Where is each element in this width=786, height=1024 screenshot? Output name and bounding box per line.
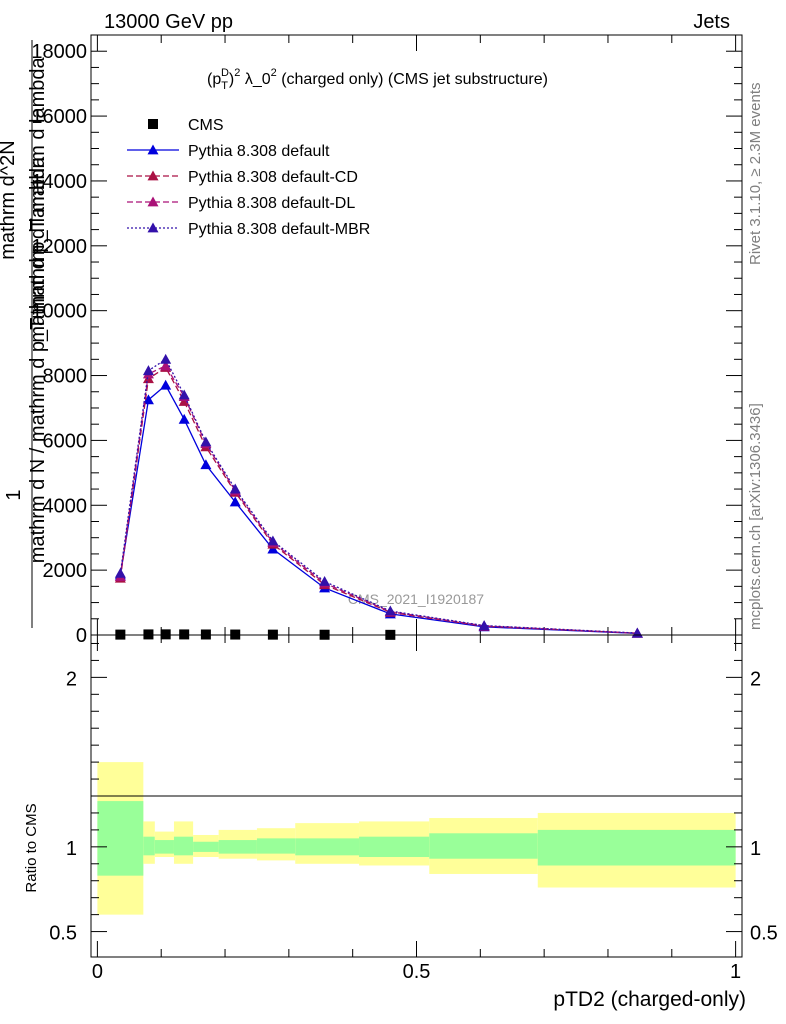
series-point — [229, 496, 241, 507]
ratio-inner-band — [97, 801, 144, 876]
series-point — [160, 360, 172, 371]
cms-data-point — [160, 629, 171, 640]
ratio-inner-band — [537, 829, 736, 866]
series-point — [267, 535, 279, 546]
series-point — [114, 567, 126, 578]
title-part-t-sub: T — [221, 80, 228, 92]
ratio-y-tick-label-right: 1 — [750, 838, 761, 860]
ratio-inner-band — [193, 841, 219, 852]
legend-item-0: CMS — [148, 117, 224, 134]
y-tick-label: 6000 — [43, 430, 88, 452]
ratio-y-tick-label: 1 — [66, 838, 77, 860]
ratio-tick-labels: 0.5 0.5 1 1 2 2 0 0.5 1 — [49, 668, 778, 983]
title-part-sup2b: 2 — [271, 67, 277, 79]
title-part-lambda: λ_0 — [240, 71, 270, 88]
rivet-version-label: Rivet 3.1.10, ≥ 2.3M events — [747, 83, 764, 266]
y-tick-label: 0 — [76, 625, 87, 647]
y-tick-label: 16000 — [31, 106, 87, 128]
legend-label: Pythia 8.308 default-CD — [188, 169, 358, 186]
series-point — [160, 379, 172, 390]
ratio-inner-band — [143, 836, 155, 856]
y-tick-label: 12000 — [31, 236, 87, 258]
y-label-one: 1 — [3, 489, 25, 500]
cms-data-point — [143, 629, 154, 640]
y-tick-label: 2000 — [43, 560, 88, 582]
y-label-denominator-2: mathrm d p_T mathrm d lambda — [27, 56, 49, 342]
x-tick-label: 0.5 — [403, 961, 431, 983]
y-tick-label: 18000 — [31, 41, 87, 63]
series-line — [119, 364, 638, 634]
y-tick-label: 14000 — [31, 171, 87, 193]
series-point — [142, 394, 154, 405]
main-y-tick-labels: 0 2000 4000 6000 8000 10000 12000 14000 16000 180… — [31, 41, 87, 647]
main-axis-ticks — [91, 35, 742, 636]
legend-label: CMS — [188, 117, 224, 134]
cms-data-point — [179, 629, 190, 640]
ratio-y-tick-label-right: 0.5 — [750, 923, 778, 945]
legend-marker — [147, 144, 159, 155]
title-part-close: ) — [229, 71, 234, 88]
header-energy-label: 13000 GeV pp — [104, 11, 233, 33]
ratio-inner-band — [256, 838, 296, 854]
title-part-sup2: 2 — [234, 67, 240, 79]
ratio-inner-band — [173, 836, 194, 856]
ratio-inner-band — [218, 840, 257, 854]
legend-item-4: Pythia 8.308 default-MBR — [127, 221, 370, 238]
legend-marker — [147, 222, 159, 233]
legend-marker — [147, 170, 159, 181]
legend-label: Pythia 8.308 default-DL — [188, 195, 355, 212]
main-y-axis-label: 1 mathrm d N / mathrm d p_T mathrm d lam… — [0, 40, 49, 628]
series-point — [142, 365, 154, 376]
cms-data-point — [200, 629, 211, 640]
main-plot-title: (pTD)2 λ_02 (charged only) (CMS jet subs… — [207, 67, 548, 92]
legend: CMS Pythia 8.308 default Pythia 8.308 defa… — [127, 117, 370, 238]
series-point — [200, 459, 212, 470]
title-part-p: (p — [207, 71, 221, 88]
legend-marker — [147, 196, 159, 207]
series-layer — [114, 353, 643, 640]
legend-item-3: Pythia 8.308 default-DL — [127, 195, 355, 212]
legend-item-2: Pythia 8.308 default-CD — [127, 169, 358, 186]
x-tick-label: 0 — [92, 961, 103, 983]
ratio-inner-band — [359, 836, 430, 858]
legend-item-1: Pythia 8.308 default — [127, 143, 330, 160]
legend-label: Pythia 8.308 default-MBR — [188, 221, 370, 238]
series-point — [178, 413, 190, 424]
title-part-tail: (charged only) (CMS jet substructure) — [277, 71, 548, 88]
ratio-bands — [97, 762, 736, 915]
series-point — [200, 436, 212, 447]
ratio-y-tick-label: 0.5 — [49, 923, 77, 945]
y-tick-label: 10000 — [31, 301, 87, 323]
y-tick-label: 8000 — [43, 366, 88, 388]
series-point — [319, 575, 331, 586]
series-4 — [114, 353, 643, 638]
title-part-d-sup: D — [221, 67, 229, 79]
ratio-y-tick-label-right: 2 — [750, 668, 761, 690]
y-tick-label: 4000 — [43, 495, 88, 517]
ratio-inner-band — [295, 838, 360, 856]
mcplots-credit-label: mcplots.cern.ch [arXiv:1306.3436] — [747, 403, 764, 630]
series-point — [178, 389, 190, 400]
x-axis-label: pTD2 (charged-only) — [553, 988, 746, 1011]
ratio-axis-ticks — [91, 635, 742, 957]
y-label-numerator: mathrm d^2N — [0, 140, 19, 259]
legend-marker — [148, 119, 158, 129]
analysis-watermark: CMS_2021_I1920187 — [348, 591, 484, 607]
series-point — [229, 483, 241, 494]
ratio-inner-band — [429, 833, 538, 859]
series-point — [160, 353, 172, 364]
ratio-y-axis-label: Ratio to CMS — [23, 803, 40, 892]
series-point — [478, 620, 490, 630]
header-process-label: Jets — [693, 11, 730, 33]
ratio-inner-band — [154, 840, 174, 854]
ratio-y-tick-label: 2 — [66, 668, 77, 690]
x-tick-label: 1 — [730, 961, 741, 983]
series-point — [384, 605, 396, 616]
legend-label: Pythia 8.308 default — [188, 143, 330, 160]
